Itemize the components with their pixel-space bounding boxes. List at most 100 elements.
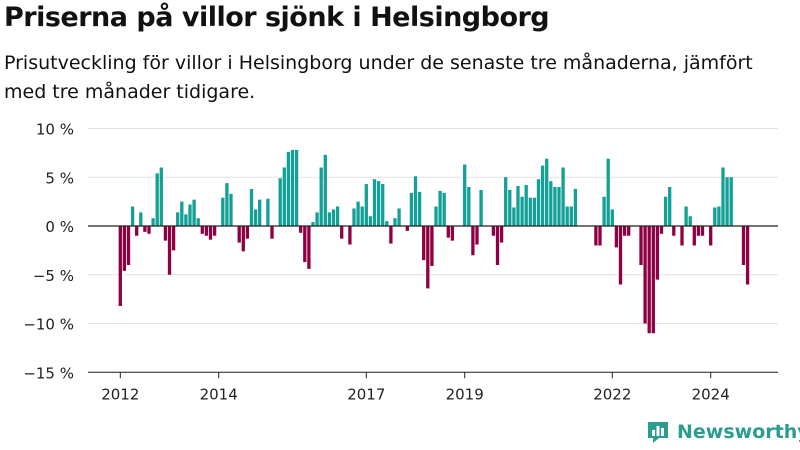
bar: [245, 226, 250, 239]
bar: [422, 226, 426, 261]
bar: [352, 208, 356, 226]
bar: [700, 226, 705, 236]
bar: [311, 222, 315, 226]
bar: [331, 209, 336, 226]
bar: [385, 221, 389, 226]
brand-name: Newsworthy: [677, 421, 800, 443]
bar: [270, 226, 274, 239]
bar: [602, 196, 606, 226]
bar: [303, 226, 307, 263]
bar: [126, 226, 131, 265]
bar: [561, 167, 565, 226]
bar: [413, 176, 418, 226]
bar: [266, 198, 270, 226]
bar: [135, 226, 139, 236]
bar: [348, 226, 352, 245]
x-tick-label: 2012: [101, 385, 139, 403]
bar: [315, 212, 319, 226]
bar: [463, 164, 467, 226]
bar: [573, 188, 578, 226]
bar: [208, 226, 213, 240]
bar: [672, 226, 676, 236]
bar: [606, 158, 610, 226]
y-tick-label: −15 %: [23, 364, 74, 382]
bar: [627, 226, 631, 236]
y-tick-label: 5 %: [45, 169, 74, 187]
bar: [618, 226, 623, 285]
bar: [159, 167, 163, 226]
y-tick-label: −5 %: [33, 267, 74, 285]
bar: [549, 181, 553, 226]
bar: [323, 154, 327, 226]
bar: [184, 214, 188, 226]
bar: [745, 226, 750, 285]
bar: [196, 218, 200, 226]
bar: [335, 206, 340, 226]
bar: [376, 181, 381, 226]
bar: [565, 206, 569, 226]
bar: [192, 199, 196, 226]
bar: [212, 226, 217, 236]
bar: [241, 226, 245, 252]
bar: [557, 187, 561, 226]
bar: [729, 177, 733, 226]
bar: [491, 226, 496, 236]
bar: [659, 226, 664, 234]
bar: [696, 226, 701, 236]
bar: [610, 209, 614, 226]
bar: [327, 212, 332, 226]
bar: [381, 184, 385, 226]
bar: [290, 149, 295, 226]
last-value-annotation: −6 %: [735, 0, 776, 4]
bar: [163, 226, 168, 241]
bar: [479, 189, 483, 226]
bar: [368, 216, 373, 226]
bar: [356, 201, 360, 226]
bar: [176, 212, 180, 226]
bar: [200, 226, 204, 234]
bar: [430, 226, 434, 266]
bar: [286, 151, 291, 226]
bar: [340, 226, 344, 239]
bar: [409, 192, 414, 226]
bar: [499, 226, 504, 243]
bar: [258, 199, 262, 226]
y-tick-label: 0 %: [45, 218, 74, 236]
y-tick-label: −10 %: [23, 316, 74, 334]
bar: [253, 209, 258, 226]
bar: [360, 206, 364, 226]
x-tick-label: 2019: [446, 385, 484, 403]
x-tick-label: 2022: [593, 385, 631, 403]
bar: [307, 226, 311, 269]
bar: [692, 226, 696, 246]
bar: [647, 226, 651, 334]
bar: [130, 206, 135, 226]
bar: [139, 212, 143, 226]
bar: [536, 179, 541, 226]
bar: [598, 226, 602, 246]
bar: [622, 226, 627, 236]
bar: [167, 226, 172, 275]
y-tick-label: 10 %: [36, 121, 74, 139]
bar: [524, 185, 528, 226]
bar: [294, 149, 299, 226]
bar: [680, 226, 684, 246]
bar: [741, 226, 746, 265]
bar: [532, 197, 537, 226]
bar: [372, 179, 377, 226]
bar: [225, 183, 229, 226]
bar: [713, 207, 717, 226]
bar: [397, 208, 401, 226]
bar-chart: 10 % 5 % 0 % −5 % −10 % −15 % 2012 2014 2017 2019…: [23, 0, 778, 403]
bar: [434, 206, 438, 226]
bar: [237, 226, 241, 243]
bar: [438, 190, 442, 226]
bar: [229, 193, 233, 226]
bar: [688, 216, 692, 226]
x-tick-label: 2017: [347, 385, 385, 403]
bar: [553, 187, 557, 226]
bar: [545, 158, 549, 226]
chart-subtitle: Prisutveckling för villor i Helsingborg …: [4, 52, 753, 103]
bar: [188, 204, 192, 226]
bar: [442, 192, 446, 226]
